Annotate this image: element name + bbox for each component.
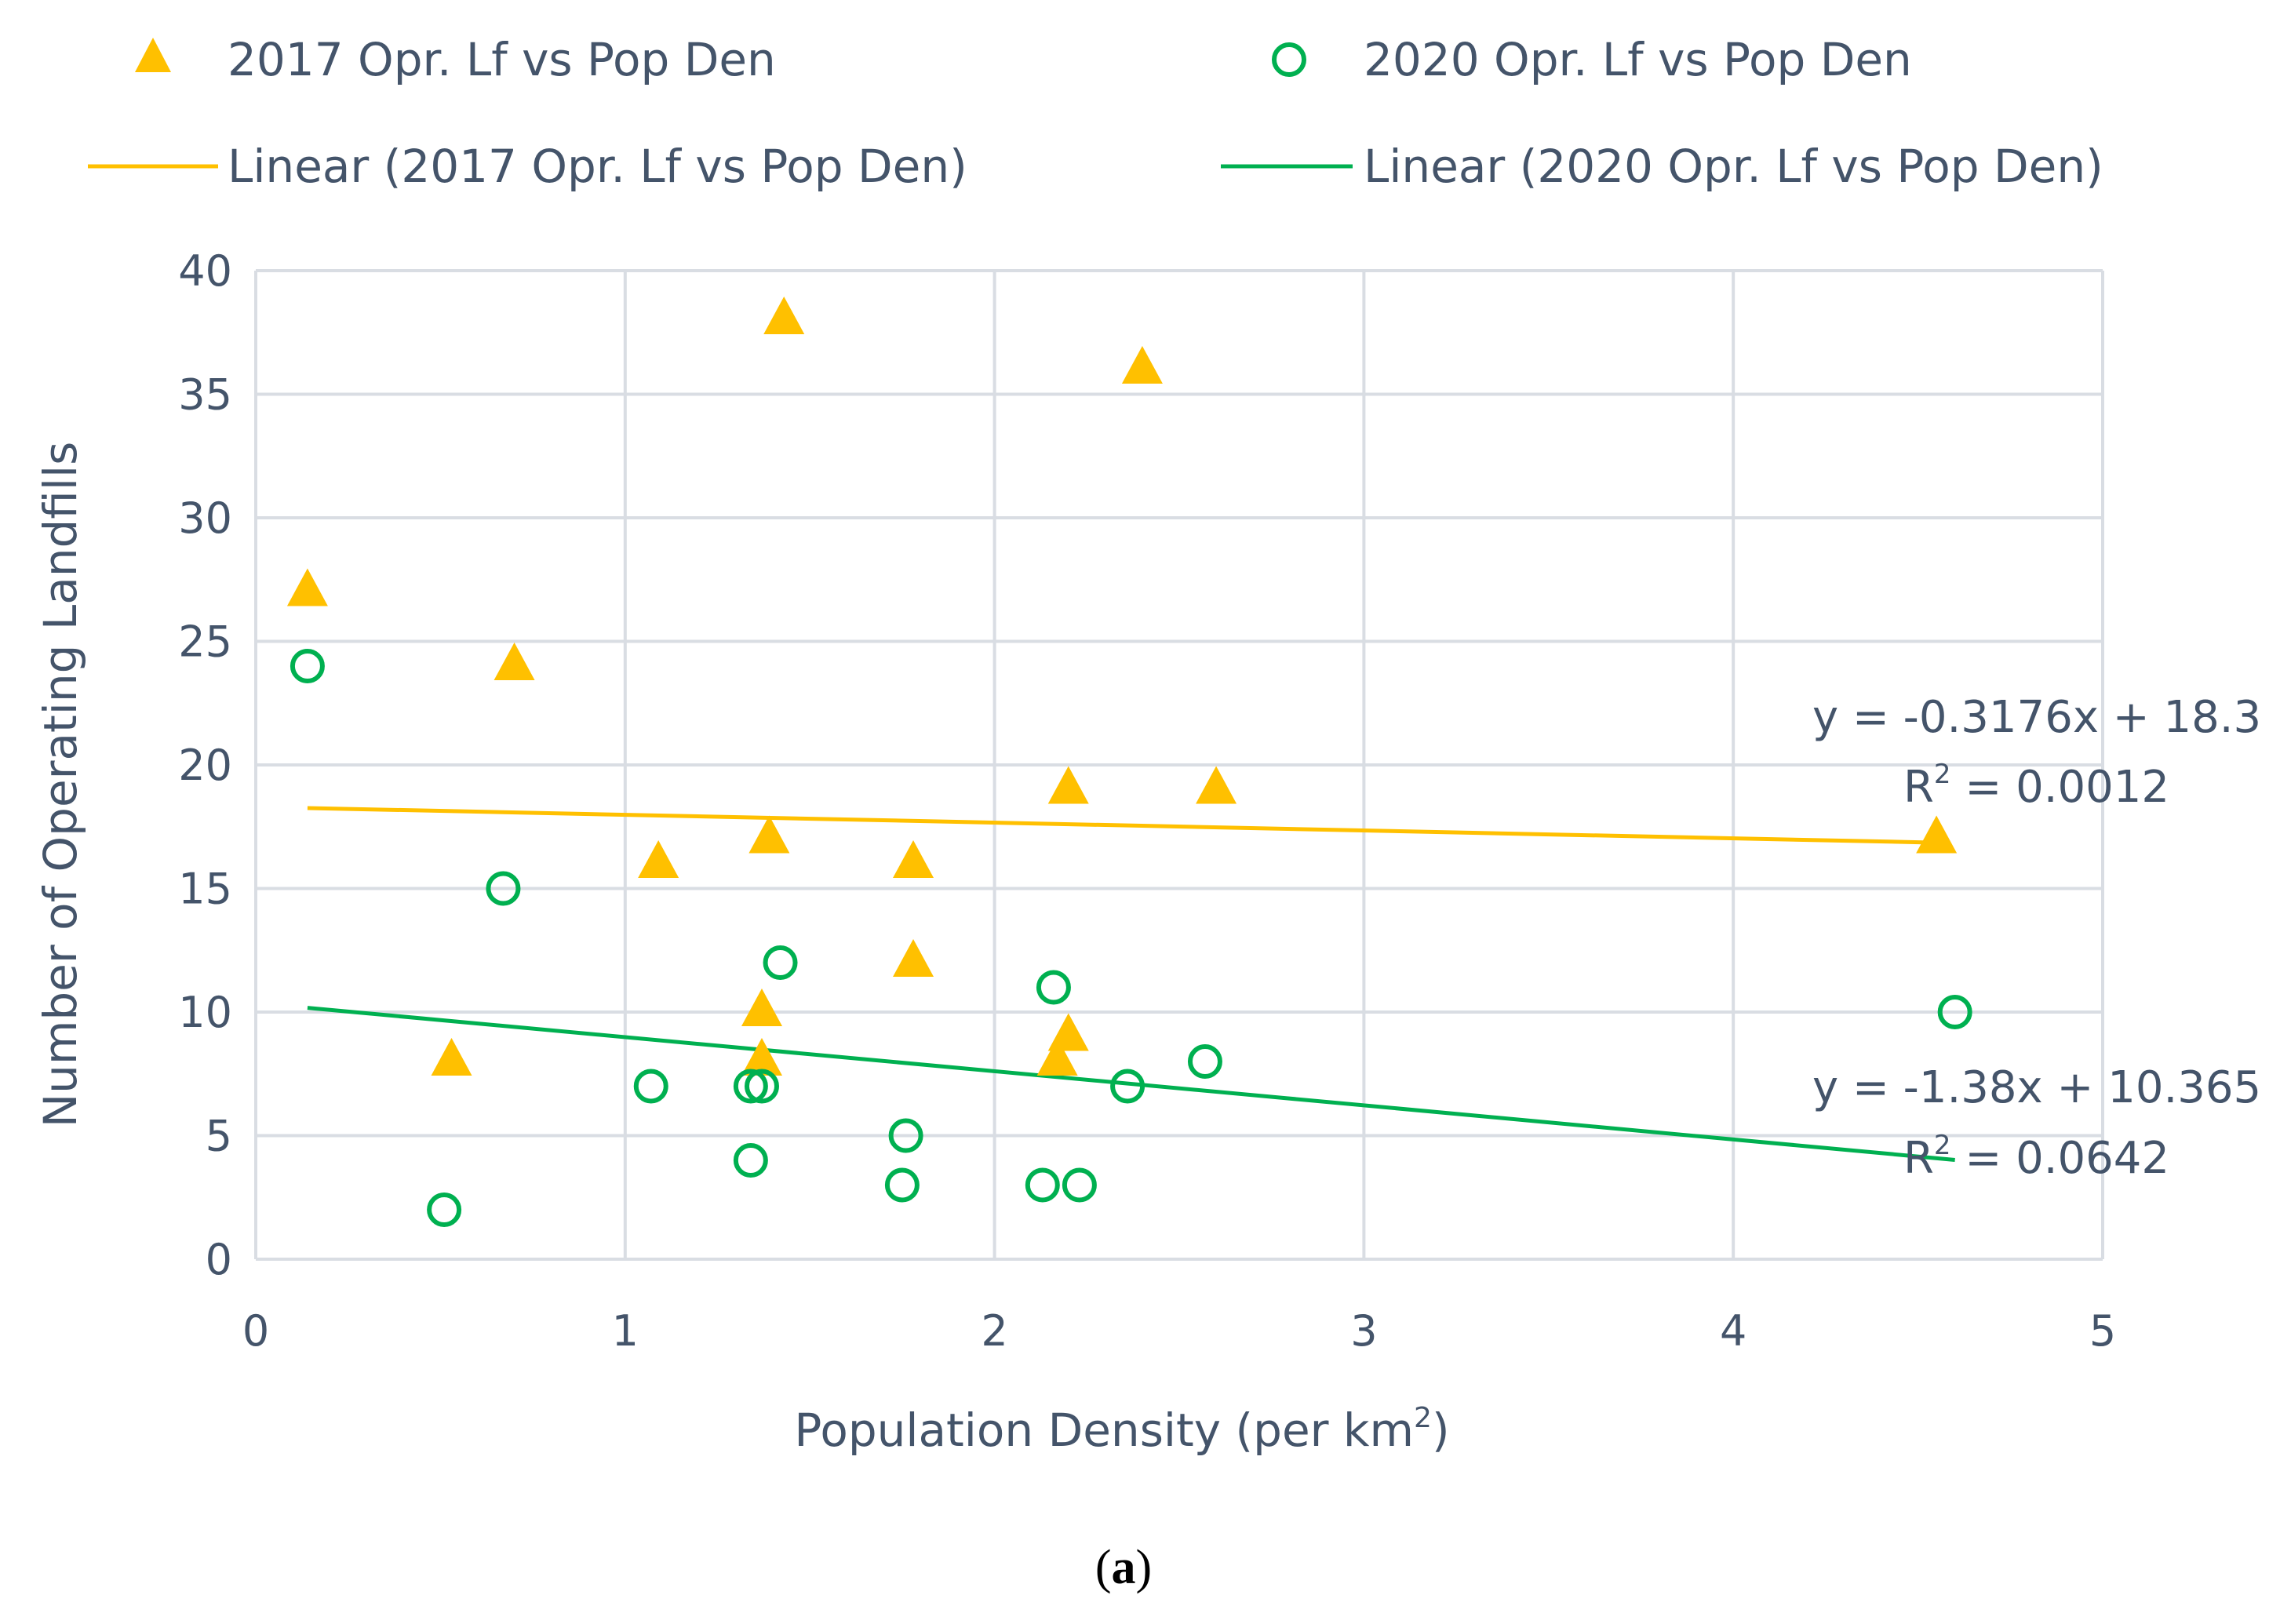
point-2020 (1062, 1167, 1097, 1203)
point-2017 (741, 1038, 782, 1076)
point-2017 (893, 939, 934, 977)
y-tick-label: 30 (178, 493, 232, 543)
point-2017 (431, 1038, 472, 1076)
point-2020 (884, 1167, 920, 1203)
point-2020 (733, 1069, 768, 1104)
x-tick-label: 4 (1720, 1306, 1746, 1356)
trend-equation-2020: y = -1.38x + 10.365 R2 = 0.0642 (1812, 1062, 2261, 1184)
point-2017 (741, 989, 782, 1026)
trend-r2-2020: R2 = 0.0642 (1903, 1130, 2169, 1184)
y-tick-label: 0 (206, 1235, 232, 1284)
trend-r2-2017: R2 = 0.0012 (1903, 759, 2169, 813)
y-axis-label: Number of Operating Landfills (34, 442, 87, 1128)
trend-equation-2020-text: y = -1.38x + 10.365 (1812, 1062, 2261, 1113)
point-2017 (1916, 815, 1958, 854)
y-tick-label: 10 (178, 988, 232, 1037)
figure-caption-letter: a (1112, 1541, 1136, 1594)
point-2017 (1036, 1038, 1078, 1076)
data-points (286, 297, 1972, 1227)
trend-equation-2017-text: y = -0.3176x + 18.3 (1812, 692, 2261, 743)
y-tick-label: 35 (178, 370, 232, 420)
point-2017 (893, 840, 934, 878)
point-2017 (638, 840, 679, 878)
point-2020 (888, 1118, 923, 1153)
point-2020 (290, 649, 325, 683)
x-tick-label: 1 (612, 1306, 639, 1356)
point-2020 (763, 945, 798, 980)
point-2020 (486, 871, 521, 906)
gridlines (254, 269, 2104, 1261)
point-2020 (427, 1193, 462, 1227)
trend-r2-2017-value: = 0.0012 (1951, 762, 2169, 813)
legend-item-trend-2017: Linear (2017 Opr. Lf vs Pop Den) (88, 140, 967, 193)
x-tick-label: 2 (981, 1306, 1007, 1356)
legend-item-trend-2020: Linear (2020 Opr. Lf vs Pop Den) (1221, 140, 2103, 193)
point-2017 (763, 297, 805, 334)
point-2020 (1187, 1044, 1222, 1079)
point-2020 (733, 1143, 768, 1178)
x-axis-label: Population Density (per km2) (794, 1402, 1449, 1457)
y-tick-label: 40 (178, 246, 232, 296)
point-2020 (1036, 970, 1071, 1005)
legend-marker-2017-triangle (135, 38, 171, 72)
y-tick-label: 25 (178, 617, 232, 667)
x-tick-label: 0 (242, 1306, 269, 1356)
trendline-2020 (307, 1006, 1955, 1162)
trend-equation-2017: y = -0.3176x + 18.3 R2 = 0.0012 (1812, 692, 2261, 813)
legend-marker-2020-circle (1272, 42, 1306, 77)
y-tick-label: 5 (206, 1112, 232, 1161)
legend: 2017 Opr. Lf vs Pop Den 2020 Opr. Lf vs … (88, 33, 2103, 193)
legend-item-2017: 2017 Opr. Lf vs Pop Den (135, 33, 776, 86)
point-2020 (744, 1069, 779, 1104)
x-axis-label-close: ) (1432, 1404, 1450, 1457)
point-2017 (286, 568, 328, 606)
trendlines (307, 806, 1955, 1162)
point-2020 (1110, 1069, 1145, 1104)
point-2017 (748, 815, 790, 854)
figure-caption: (a) (1095, 1541, 1152, 1594)
trendline-2017 (307, 806, 1937, 845)
x-tick-label: 3 (1350, 1306, 1377, 1356)
tick-labels: 0 5 10 15 20 25 30 35 40 0 1 2 3 4 5 (178, 246, 2116, 1356)
trend-r2-2017-superscript: 2 (1934, 759, 1951, 790)
point-2020 (1025, 1167, 1060, 1203)
legend-label-trend-2017: Linear (2017 Opr. Lf vs Pop Den) (228, 140, 967, 193)
point-2020 (633, 1069, 668, 1104)
legend-item-2020: 2020 Opr. Lf vs Pop Den (1272, 33, 1912, 86)
trend-r2-2020-superscript: 2 (1934, 1130, 1951, 1161)
point-2017 (494, 643, 535, 680)
y-tick-label: 15 (178, 865, 232, 914)
point-2017 (1196, 766, 1237, 804)
trend-r2-2020-value: = 0.0642 (1951, 1133, 2169, 1184)
y-tick-label: 20 (178, 741, 232, 790)
legend-label-trend-2020: Linear (2020 Opr. Lf vs Pop Den) (1364, 140, 2103, 193)
x-axis-label-superscript: 2 (1414, 1402, 1432, 1434)
x-tick-label: 5 (2089, 1306, 2116, 1356)
point-2020 (1937, 995, 1972, 1029)
point-2017 (1047, 766, 1089, 804)
legend-label-2020: 2020 Opr. Lf vs Pop Den (1364, 33, 1912, 86)
legend-label-2017: 2017 Opr. Lf vs Pop Den (228, 33, 776, 86)
point-2017 (1121, 346, 1163, 384)
